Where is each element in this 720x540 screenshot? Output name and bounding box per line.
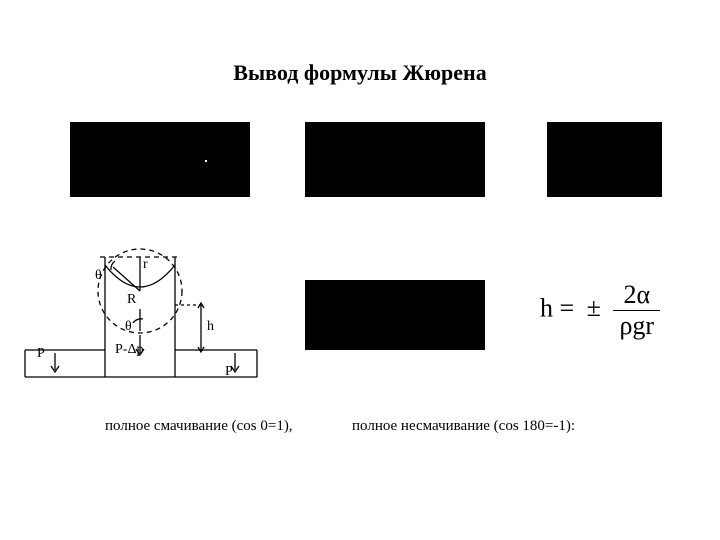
label-P-right: Р — [225, 364, 233, 379]
formula-eq: = — [560, 293, 575, 322]
theta-arc-lower — [133, 319, 143, 323]
formula-lhs: h — [540, 293, 553, 322]
label-P-minus: Р-Δр — [115, 342, 143, 357]
blackout-box-2 — [305, 122, 485, 197]
label-theta-1: θ — [95, 268, 102, 283]
R-radius-line — [113, 267, 140, 291]
label-theta-2: θ — [125, 319, 132, 334]
capillary-diagram: r θ R θ h Р Р-Δр Р — [15, 235, 265, 385]
label-P-left: Р — [37, 346, 45, 361]
label-h: h — [207, 319, 214, 334]
label-R: R — [127, 292, 137, 307]
label-r: r — [143, 257, 148, 272]
formula-numerator: 2α — [613, 280, 660, 311]
blackout-box-3 — [547, 122, 662, 197]
jurin-formula: h = ± 2α ρgr — [540, 280, 660, 341]
caption-left: полное смачивание (cos 0=1), — [105, 418, 293, 435]
stray-pixel — [205, 160, 207, 162]
blackout-box-1 — [70, 122, 250, 197]
caption-right: полное несмачивание (cos 180=-1): — [352, 418, 575, 435]
formula-fraction: 2α ρgr — [613, 280, 660, 341]
page-title: Вывод формулы Жюрена — [0, 60, 720, 86]
formula-denominator: ρgr — [613, 311, 660, 341]
blackout-box-4 — [305, 280, 485, 350]
formula-plusminus: ± — [581, 293, 607, 322]
